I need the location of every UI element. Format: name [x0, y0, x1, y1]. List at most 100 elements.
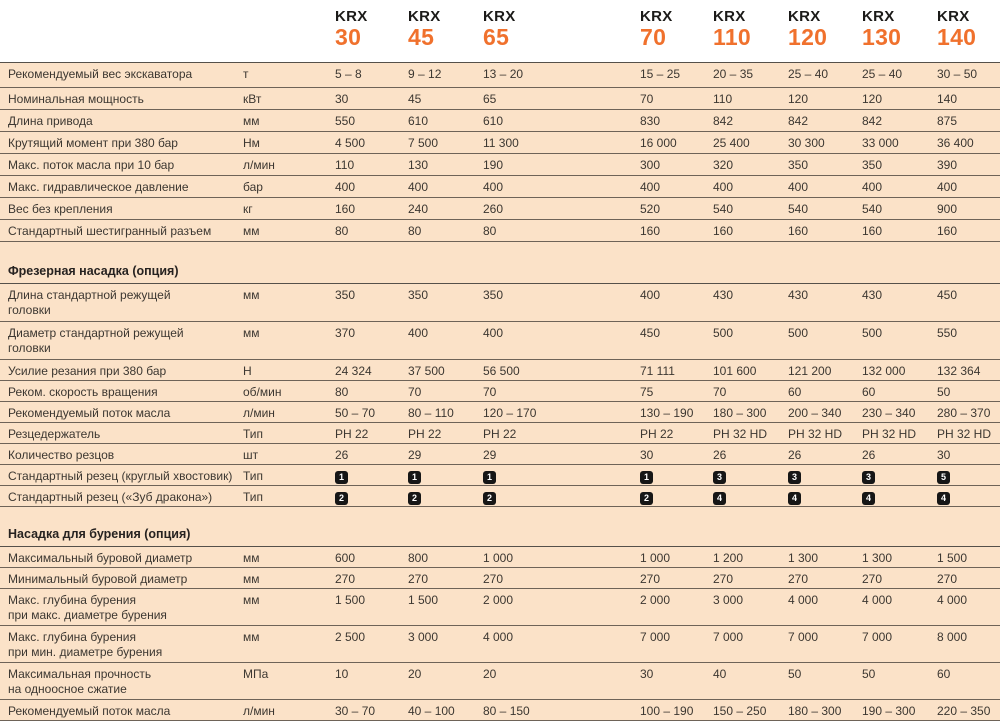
row-value: 160	[640, 224, 661, 238]
row-value: 500	[862, 326, 883, 340]
row-value: 600	[335, 551, 356, 565]
row-value: 30	[640, 448, 654, 462]
row-value: 130 – 190	[640, 406, 694, 420]
row-value: 16 000	[640, 136, 677, 150]
table-row: Номинальная мощность кВт 30 45 65 70 110 120 120…	[0, 88, 1000, 110]
row-value: 7 000	[713, 630, 744, 644]
row-unit: бар	[243, 180, 263, 194]
row-value: 400	[483, 326, 504, 340]
section-2: Фрезерная насадка (опция) Длина стандартн…	[0, 258, 1000, 507]
row-label: Реком. скорость вращения	[8, 385, 158, 399]
row-value: 160	[862, 224, 883, 238]
table-row: Макс. глубина бурения при макс. диаметре…	[0, 589, 1000, 626]
row-label: Рекомендуемый поток масла	[8, 406, 171, 420]
row-value: 4	[862, 486, 937, 505]
row-value: 25 – 40	[788, 67, 829, 81]
row-value: 2 500	[335, 630, 366, 644]
row-value: PH 22	[640, 427, 674, 441]
row-value: 400	[713, 180, 734, 194]
table-row: Макс. глубина бурения при мин. диаметре …	[0, 626, 1000, 663]
row-value: 3	[788, 465, 862, 484]
model-number-label: 45	[408, 24, 435, 50]
model-header-krx-65: KRX 65	[483, 0, 558, 50]
row-value: 130	[408, 158, 429, 172]
row-value: 100 – 190	[640, 704, 694, 718]
row-unit: шт	[243, 448, 259, 462]
row-value: 350	[483, 288, 504, 302]
row-value: 540	[713, 202, 734, 216]
row-value: 270	[788, 572, 809, 586]
table-row: Макс. поток масла при 10 бар л/мин 110 130 1…	[0, 154, 1000, 176]
row-value: 520	[640, 202, 661, 216]
row-value: 800	[408, 551, 429, 565]
table-row: Минимальный буровой диаметр мм 270 270 270 27…	[0, 568, 1000, 589]
row-value: 70	[483, 385, 497, 399]
row-value: 875	[937, 114, 958, 128]
row-value: 2	[335, 486, 408, 505]
row-value: 4 500	[335, 136, 366, 150]
row-value: 26	[335, 448, 349, 462]
model-number-label: 65	[483, 24, 510, 50]
row-value: 400	[335, 180, 356, 194]
row-value: 50 – 70	[335, 406, 376, 420]
row-value: 140	[937, 92, 958, 106]
row-label: Номинальная мощность	[8, 92, 144, 106]
row-value: 29	[408, 448, 422, 462]
model-series-label: KRX	[640, 8, 673, 25]
row-value: 842	[713, 114, 734, 128]
row-value: 30	[335, 92, 349, 106]
row-value: 550	[937, 326, 958, 340]
row-value: 450	[937, 288, 958, 302]
row-value: 350	[788, 158, 809, 172]
row-value: 4 000	[788, 593, 819, 607]
row-value: 550	[335, 114, 356, 128]
row-value: 260	[483, 202, 504, 216]
table-row: Рекомендуемый вес экскаватора т 5 – 8 9 – 1…	[0, 63, 1000, 88]
row-value: 45	[408, 92, 422, 106]
row-value: 2 000	[640, 593, 671, 607]
row-value: 2	[408, 486, 483, 505]
row-unit: мм	[243, 326, 260, 340]
row-value: 120 – 170	[483, 406, 537, 420]
row-value: 50	[937, 385, 951, 399]
row-value: 1	[335, 465, 408, 484]
row-unit: Н	[243, 364, 252, 378]
row-value: 400	[788, 180, 809, 194]
row-value: 270	[713, 572, 734, 586]
row-value: 370	[335, 326, 356, 340]
spec-table: Рекомендуемый вес экскаватора т 5 – 8 9 – 1…	[0, 62, 1000, 721]
row-unit: мм	[243, 288, 260, 302]
row-value: 270	[862, 572, 883, 586]
models-header: KRX 30 KRX 45 KRX 65 KRX 70 KRX 110 KRX …	[0, 0, 1000, 62]
row-unit: мм	[243, 630, 260, 644]
cutter-type-badge: 3	[713, 471, 726, 484]
row-label: Макс. глубина бурения при мин. диаметре …	[8, 630, 163, 659]
cutter-type-badge: 4	[788, 492, 801, 505]
cutter-type-badge: 4	[713, 492, 726, 505]
row-value: 30	[937, 448, 951, 462]
row-value: 1	[640, 465, 713, 484]
cutter-type-badge: 1	[408, 471, 421, 484]
table-row: Рекомендуемый поток масла л/мин 30 – 70 40 …	[0, 700, 1000, 721]
row-value: 500	[713, 326, 734, 340]
table-row: Максимальная прочность на одноосное сжат…	[0, 663, 1000, 700]
row-value: 160	[713, 224, 734, 238]
row-unit: мм	[243, 593, 260, 607]
row-value: 110	[335, 158, 355, 172]
row-value: 20	[483, 667, 497, 681]
row-value: 160	[335, 202, 356, 216]
row-value: 80	[408, 224, 422, 238]
row-value: 60	[937, 667, 951, 681]
cutter-type-badge: 3	[862, 471, 875, 484]
table-row: Длина привода мм 550 610 610 830 842 842 842 875	[0, 110, 1000, 132]
row-value: 7 500	[408, 136, 439, 150]
model-header-krx-45: KRX 45	[408, 0, 483, 50]
model-series-label: KRX	[408, 8, 441, 25]
row-value: 11 300	[483, 136, 519, 150]
row-value: 37 500	[408, 364, 445, 378]
row-label: Вес без крепления	[8, 202, 113, 216]
model-number-label: 130	[862, 24, 902, 50]
row-unit: Тип	[243, 469, 264, 483]
cutter-type-badge: 2	[408, 492, 421, 505]
row-value: 4 000	[862, 593, 893, 607]
